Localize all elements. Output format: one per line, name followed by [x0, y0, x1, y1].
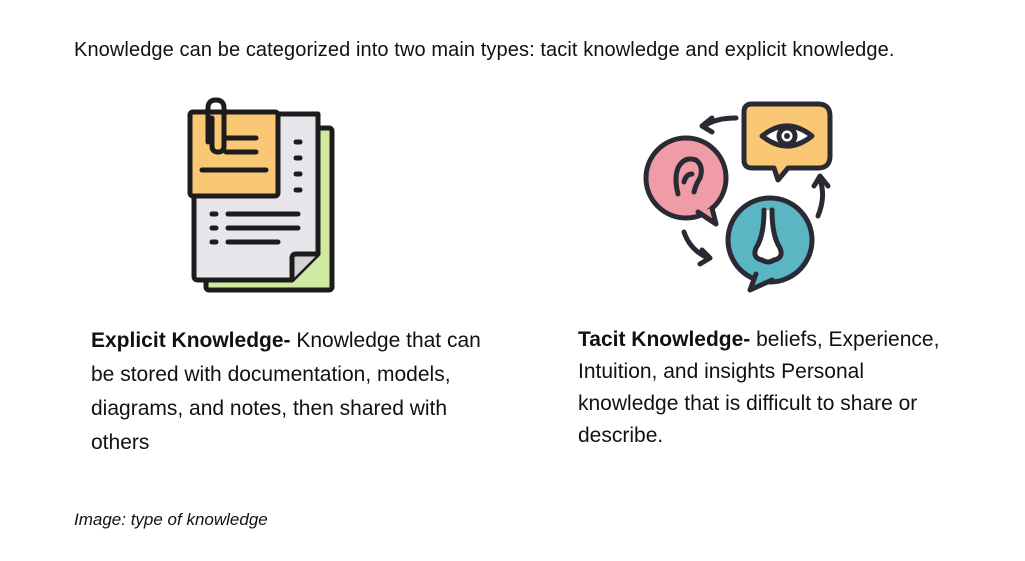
- heading: Knowledge can be categorized into two ma…: [74, 39, 895, 61]
- paperclip: [205, 97, 227, 155]
- explicit-knowledge-title: Explicit Knowledge-: [91, 329, 291, 352]
- image-caption: Image: type of knowledge: [74, 510, 268, 529]
- explicit-knowledge-text: Knowledge that can be stored with docume…: [91, 329, 481, 454]
- document-with-sticky-note-icon: [187, 97, 335, 293]
- tacit-knowledge-text: beliefs, Experience, Intuition, and insi…: [578, 328, 940, 447]
- tacit-knowledge-title: Tacit Knowledge-: [578, 328, 751, 351]
- senses-speech-bubbles-icon: [643, 101, 833, 293]
- explicit-knowledge-description: Explicit Knowledge- Knowledge that can b…: [91, 324, 491, 460]
- tacit-knowledge-description: Tacit Knowledge- beliefs, Experience, In…: [578, 324, 963, 452]
